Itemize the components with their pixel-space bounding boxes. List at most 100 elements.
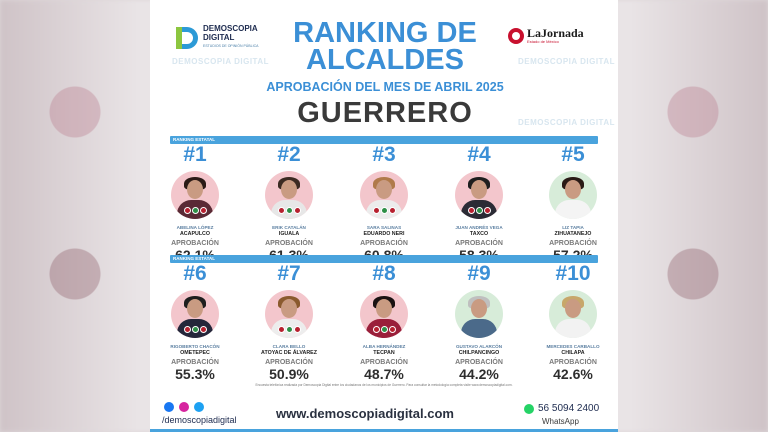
twitter-icon[interactable] xyxy=(194,402,204,412)
whatsapp-label: WhatsApp xyxy=(542,417,579,426)
mayor-name: LIZ TAPIA xyxy=(562,225,584,230)
background-right-blur xyxy=(618,40,768,400)
mayor-card: #9 GUSTAVO ALARCÓN CHILPANCINGO APROBACI… xyxy=(434,262,524,382)
band-label: RANKING ESTATAL xyxy=(173,137,215,142)
municipality: OMETEPEC xyxy=(180,350,210,356)
approval-label: APROBACIÓN xyxy=(171,359,219,366)
party-badges xyxy=(365,207,403,215)
rank-number: #10 xyxy=(555,262,591,285)
mayor-photo xyxy=(549,290,597,338)
mayor-name: JUAN ANDRÉS VEGA xyxy=(455,225,503,230)
approval-percent: 50.9% xyxy=(269,366,309,382)
mayor-name: GUSTAVO ALARCÓN xyxy=(455,344,503,349)
mayor-photo xyxy=(549,171,597,219)
approval-label: APROBACIÓN xyxy=(265,240,313,247)
section-band: RANKING ESTATAL xyxy=(170,255,598,263)
mayor-card: #2 ERIK CATALÁN IGUALA APROBACIÓN 61.3% xyxy=(244,143,334,263)
demoscopia-logo: DEMOSCOPIA DIGITAL ESTUDIOS DE OPINIÓN P… xyxy=(173,24,258,51)
municipality: ATOYAC DE ÁLVAREZ xyxy=(261,350,317,356)
watermark: DEMOSCOPIA DIGITAL xyxy=(172,57,269,66)
brand-tagline: ESTUDIOS DE OPINIÓN PÚBLICA xyxy=(203,44,259,48)
mayor-name: ABELINA LÓPEZ xyxy=(176,225,214,230)
approval-label: APROBACIÓN xyxy=(360,240,408,247)
social-handle: /demoscopiadigital xyxy=(162,415,237,425)
municipality: IGUALA xyxy=(278,231,300,237)
municipality: EDUARDO NERI xyxy=(363,231,405,237)
instagram-icon[interactable] xyxy=(179,402,189,412)
whatsapp-icon xyxy=(524,403,534,414)
mayor-photo xyxy=(265,171,313,219)
party-badges xyxy=(176,207,214,215)
approval-label: APROBACIÓN xyxy=(360,359,408,366)
mayor-photo xyxy=(360,290,408,338)
approval-percent: 48.7% xyxy=(364,366,404,382)
party-badges xyxy=(460,207,498,215)
party-badges xyxy=(176,326,214,334)
party-badges xyxy=(270,207,308,215)
mayor-name: CLARA BELLO xyxy=(272,344,306,349)
website-url[interactable]: www.demoscopiadigital.com xyxy=(276,406,454,421)
whatsapp-phone: 56 5094 2400 xyxy=(538,403,600,414)
municipality: CHILAPA xyxy=(561,350,585,356)
rank-number: #8 xyxy=(372,262,396,285)
rank-number: #6 xyxy=(183,262,207,285)
mayor-card: #5 LIZ TAPIA ZIHUATANEJO APROBACIÓN 57.2… xyxy=(528,143,618,263)
mayor-name: ERIK CATALÁN xyxy=(272,225,306,230)
state-title: GUERRERO xyxy=(297,97,473,129)
title-line1: RANKING DE xyxy=(293,17,477,49)
lajornada-logo: LaJornada Estado de México xyxy=(508,27,584,44)
partner-name: LaJornada xyxy=(527,26,584,40)
party-badges xyxy=(365,326,403,334)
municipality: CHILPANCINGO xyxy=(458,350,500,356)
social-icons xyxy=(164,402,204,412)
approval-percent: 42.6% xyxy=(553,366,593,382)
approval-percent: 44.2% xyxy=(459,366,499,382)
rank-number: #1 xyxy=(183,143,207,166)
mayor-card: #1 ABELINA LÓPEZ ACAPULCO APROBACIÓN 62.… xyxy=(150,143,240,263)
rank-number: #3 xyxy=(372,143,396,166)
mayor-card: #4 JUAN ANDRÉS VEGA TAXCO APROBACIÓN 58.… xyxy=(434,143,524,263)
facebook-icon[interactable] xyxy=(164,402,174,412)
lajornada-icon xyxy=(508,27,524,44)
subtitle: APROBACIÓN DEL MES DE ABRIL 2025 xyxy=(266,80,504,94)
rank-number: #2 xyxy=(277,143,301,166)
mayor-photo xyxy=(455,290,503,338)
mayor-photo xyxy=(171,290,219,338)
whatsapp-contact: 56 5094 2400 xyxy=(524,403,599,414)
approval-label: APROBACIÓN xyxy=(171,240,219,247)
party-badges xyxy=(270,326,308,334)
mayor-card: #3 SARA SALINAS EDUARDO NERI APROBACIÓN … xyxy=(339,143,429,263)
methodology-note: Encuesta telefónica realizada por Demosc… xyxy=(255,383,513,387)
municipality: ZIHUATANEJO xyxy=(554,231,592,237)
watermark: DEMOSCOPIA DIGITAL xyxy=(518,118,615,127)
watermark: DEMOSCOPIA DIGITAL xyxy=(518,57,615,66)
mayor-card: #7 CLARA BELLO ATOYAC DE ÁLVAREZ APROBAC… xyxy=(244,262,334,382)
mayor-card: #8 ALBA HERNÁNDEZ TECPAN APROBACIÓN 48.7… xyxy=(339,262,429,382)
approval-label: APROBACIÓN xyxy=(455,359,503,366)
approval-label: APROBACIÓN xyxy=(549,240,597,247)
approval-label: APROBACIÓN xyxy=(549,359,597,366)
rank-number: #7 xyxy=(277,262,301,285)
rank-number: #4 xyxy=(467,143,491,166)
mayor-card: #6 RIGOBERTO CHACÓN OMETEPEC APROBACIÓN … xyxy=(150,262,240,382)
section-band: RANKING ESTATAL xyxy=(170,136,598,144)
rank-number: #9 xyxy=(467,262,491,285)
ranking-poster: DEMOSCOPIA DIGITAL ESTUDIOS DE OPINIÓN P… xyxy=(150,0,618,432)
brand-line2: DIGITAL xyxy=(203,33,235,42)
approval-label: APROBACIÓN xyxy=(265,359,313,366)
rank-number: #5 xyxy=(561,143,585,166)
bottom-bar xyxy=(150,429,618,432)
municipality: TAXCO xyxy=(469,231,489,237)
mayor-card: #10 MERCEDES CARBALLO CHILAPA APROBACIÓN… xyxy=(528,262,618,382)
demoscopia-logo-icon xyxy=(176,26,198,49)
municipality: ACAPULCO xyxy=(179,231,210,237)
approval-label: APROBACIÓN xyxy=(455,240,503,247)
mayor-name: RIGOBERTO CHACÓN xyxy=(170,344,220,349)
partner-sub: Estado de México xyxy=(527,39,559,44)
approval-percent: 55.3% xyxy=(175,366,215,382)
mayor-name: SARA SALINAS xyxy=(366,225,402,230)
background-left-blur xyxy=(0,40,150,400)
band-label: RANKING ESTATAL xyxy=(173,256,215,261)
brand-line1: DEMOSCOPIA xyxy=(203,24,258,33)
mayor-name: ALBA HERNÁNDEZ xyxy=(362,344,406,349)
